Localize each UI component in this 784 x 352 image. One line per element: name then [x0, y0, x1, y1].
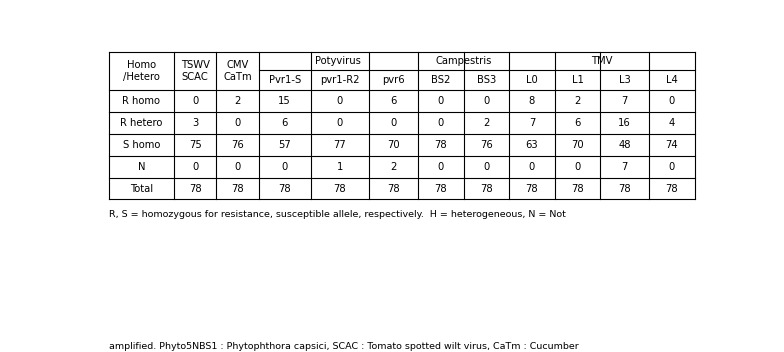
- Text: 76: 76: [231, 140, 244, 150]
- Text: 7: 7: [622, 96, 628, 106]
- Text: 0: 0: [192, 162, 198, 172]
- Text: pvr1-R2: pvr1-R2: [320, 75, 360, 85]
- Text: 7: 7: [622, 162, 628, 172]
- Text: 7: 7: [528, 118, 535, 128]
- Text: 6: 6: [390, 96, 397, 106]
- Text: R hetero: R hetero: [120, 118, 162, 128]
- Text: 0: 0: [575, 162, 581, 172]
- Text: BS2: BS2: [431, 75, 451, 85]
- Text: 2: 2: [575, 96, 581, 106]
- Text: 1: 1: [337, 162, 343, 172]
- Text: 0: 0: [437, 96, 444, 106]
- Text: TSWV
SCAC: TSWV SCAC: [180, 60, 209, 82]
- Text: 0: 0: [337, 118, 343, 128]
- Text: 75: 75: [189, 140, 201, 150]
- Text: pvr6: pvr6: [383, 75, 405, 85]
- Text: CMV
CaTm: CMV CaTm: [223, 60, 252, 82]
- Text: 0: 0: [192, 96, 198, 106]
- Text: 70: 70: [572, 140, 584, 150]
- Text: 78: 78: [278, 183, 291, 194]
- Text: 0: 0: [669, 162, 675, 172]
- Text: 0: 0: [669, 96, 675, 106]
- Text: 0: 0: [281, 162, 288, 172]
- Text: R, S = homozygous for resistance, susceptible allele, respectively.  H = heterog: R, S = homozygous for resistance, suscep…: [109, 210, 566, 219]
- Text: 0: 0: [437, 162, 444, 172]
- Text: 0: 0: [483, 96, 489, 106]
- Text: 78: 78: [231, 183, 244, 194]
- Text: 2: 2: [390, 162, 397, 172]
- Text: S homo: S homo: [123, 140, 160, 150]
- Text: 76: 76: [480, 140, 493, 150]
- Text: 2: 2: [234, 96, 241, 106]
- Text: Homo
/Hetero: Homo /Hetero: [123, 60, 160, 82]
- Text: 0: 0: [437, 118, 444, 128]
- Text: 0: 0: [234, 162, 241, 172]
- Text: 6: 6: [281, 118, 288, 128]
- Text: 74: 74: [666, 140, 678, 150]
- Text: 77: 77: [334, 140, 347, 150]
- Text: Total: Total: [130, 183, 153, 194]
- Text: 48: 48: [619, 140, 631, 150]
- Text: 78: 78: [434, 140, 447, 150]
- Text: 4: 4: [669, 118, 675, 128]
- Text: Pvr1-S: Pvr1-S: [269, 75, 301, 85]
- Text: R homo: R homo: [122, 96, 161, 106]
- Text: 78: 78: [619, 183, 631, 194]
- Text: 78: 78: [480, 183, 492, 194]
- Text: 78: 78: [525, 183, 539, 194]
- Text: 8: 8: [529, 96, 535, 106]
- Text: 0: 0: [337, 96, 343, 106]
- Text: 78: 78: [434, 183, 447, 194]
- Text: 57: 57: [278, 140, 291, 150]
- Text: 0: 0: [529, 162, 535, 172]
- Text: L3: L3: [619, 75, 630, 85]
- Text: amplified. Phyto5NBS1 : Phytophthora capsici, SCAC : Tomato spotted wilt virus, : amplified. Phyto5NBS1 : Phytophthora cap…: [109, 342, 579, 351]
- Text: 78: 78: [387, 183, 400, 194]
- Text: 6: 6: [575, 118, 581, 128]
- Text: 15: 15: [278, 96, 291, 106]
- Text: L1: L1: [572, 75, 583, 85]
- Text: 0: 0: [390, 118, 397, 128]
- Text: N: N: [138, 162, 145, 172]
- Text: 78: 78: [334, 183, 347, 194]
- Text: 78: 78: [666, 183, 678, 194]
- Text: L0: L0: [526, 75, 538, 85]
- Text: 3: 3: [192, 118, 198, 128]
- Text: BS3: BS3: [477, 75, 496, 85]
- Text: 63: 63: [525, 140, 539, 150]
- Text: 78: 78: [189, 183, 201, 194]
- Text: 0: 0: [234, 118, 241, 128]
- Text: Potyvirus: Potyvirus: [315, 56, 361, 66]
- Text: 0: 0: [483, 162, 489, 172]
- Text: 78: 78: [572, 183, 584, 194]
- Text: 70: 70: [387, 140, 400, 150]
- Text: L4: L4: [666, 75, 677, 85]
- Text: 2: 2: [483, 118, 489, 128]
- Text: TMV: TMV: [591, 56, 612, 66]
- Text: 16: 16: [619, 118, 631, 128]
- Text: Campestris: Campestris: [435, 56, 492, 66]
